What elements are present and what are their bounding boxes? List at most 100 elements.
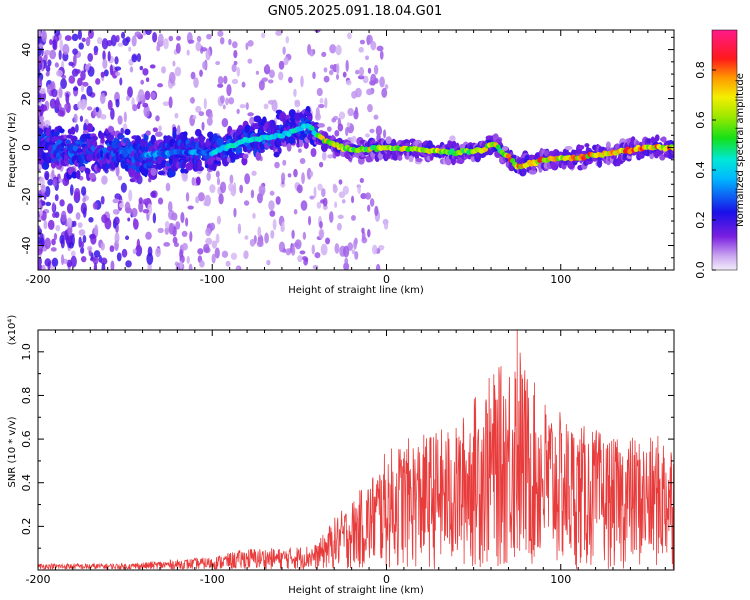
heat-speckle <box>367 229 371 238</box>
heat-cell <box>182 131 188 137</box>
heat-speckle <box>351 215 356 221</box>
y-tick-label: 40 <box>20 43 33 57</box>
heat-speckle <box>95 78 101 85</box>
heat-speckle <box>101 262 106 270</box>
heat-speckle <box>72 48 78 55</box>
heat-speckle <box>218 193 224 205</box>
heat-speckle <box>120 127 124 135</box>
heat-speckle <box>217 76 224 85</box>
heat-speckle <box>280 172 286 183</box>
heat-speckle <box>267 79 274 84</box>
heat-speckle <box>115 71 121 77</box>
heat-speckle <box>77 30 83 40</box>
heat-speckle <box>101 38 109 50</box>
spectrogram-y-axis-title: Frequency (Hz) <box>7 112 18 188</box>
heat-speckle <box>117 175 123 181</box>
heat-speckle <box>146 252 154 265</box>
heat-speckle <box>263 103 269 110</box>
heat-speckle <box>64 35 72 42</box>
heat-speckle <box>157 197 164 205</box>
heat-speckle <box>114 56 119 65</box>
heat-speckle <box>168 71 176 84</box>
heat-speckle <box>288 76 293 84</box>
heat-speckle <box>347 107 354 117</box>
heat-cell <box>385 136 392 145</box>
heat-speckle <box>342 71 347 78</box>
snr-series <box>38 330 674 570</box>
heat-speckle <box>300 200 308 211</box>
heat-cell <box>313 123 319 129</box>
heat-cell <box>287 136 296 144</box>
heat-speckle <box>357 75 365 80</box>
heat-speckle <box>241 81 246 88</box>
heat-cell <box>578 144 585 150</box>
heat-speckle <box>128 46 132 52</box>
heat-speckle <box>299 158 306 165</box>
heat-speckle <box>43 220 48 230</box>
heat-speckle <box>117 42 124 47</box>
heat-speckle <box>318 161 324 168</box>
heat-speckle <box>70 250 76 257</box>
heat-speckle <box>163 242 171 247</box>
heat-speckle <box>54 62 59 68</box>
heat-speckle <box>85 36 91 47</box>
heat-speckle <box>244 173 251 185</box>
heat-speckle <box>308 48 315 57</box>
heat-speckle <box>275 30 283 36</box>
heat-cell <box>65 139 71 145</box>
heat-speckle <box>236 66 241 77</box>
heat-speckle <box>299 250 306 255</box>
heat-speckle <box>357 185 361 195</box>
heat-speckle <box>64 103 69 110</box>
heat-speckle <box>140 79 145 85</box>
x-tick-label: 100 <box>550 273 571 286</box>
heat-speckle <box>41 30 47 43</box>
heat-speckle <box>149 64 156 69</box>
heat-speckle <box>68 61 74 66</box>
heat-speckle <box>145 77 150 83</box>
heat-speckle <box>60 254 65 266</box>
heat-speckle <box>307 215 312 226</box>
heat-speckle <box>258 184 266 195</box>
heat-speckle <box>163 38 169 50</box>
heat-speckle <box>373 64 379 75</box>
heat-speckle <box>124 201 131 213</box>
heat-cell <box>58 128 65 134</box>
heat-cell <box>521 167 526 176</box>
heat-cell <box>654 134 660 142</box>
heat-speckle <box>354 250 359 260</box>
heat-speckle <box>121 31 126 39</box>
heat-speckle <box>53 232 58 241</box>
heat-speckle <box>335 44 342 56</box>
heat-speckle <box>222 104 226 110</box>
heat-speckle <box>101 175 108 185</box>
heat-speckle <box>172 60 176 67</box>
heat-speckle <box>325 237 331 245</box>
heat-speckle <box>82 197 87 203</box>
heat-speckle <box>175 42 181 54</box>
colorbar-tick-label: 0.6 <box>694 111 707 129</box>
heat-speckle <box>197 248 204 255</box>
heat-speckle <box>136 103 141 110</box>
heat-speckle <box>107 50 111 62</box>
heat-speckle <box>249 238 256 247</box>
heat-cell <box>646 138 652 144</box>
heat-speckle <box>157 227 164 234</box>
heat-speckle <box>293 168 298 178</box>
heat-speckle <box>168 35 174 42</box>
heat-speckle <box>277 71 284 81</box>
heat-speckle <box>116 252 122 262</box>
heat-speckle <box>257 226 262 238</box>
heat-speckle <box>45 65 51 72</box>
heat-speckle <box>327 154 334 159</box>
heat-speckle <box>351 135 357 144</box>
heat-speckle <box>374 205 379 216</box>
heat-speckle <box>338 179 343 185</box>
heat-cell <box>145 130 151 136</box>
snr-frame <box>37 329 675 571</box>
heat-speckle <box>102 58 108 69</box>
heat-speckle <box>281 221 285 232</box>
heat-speckle <box>52 38 57 50</box>
heat-speckle <box>78 229 86 236</box>
heat-cell <box>76 170 81 180</box>
